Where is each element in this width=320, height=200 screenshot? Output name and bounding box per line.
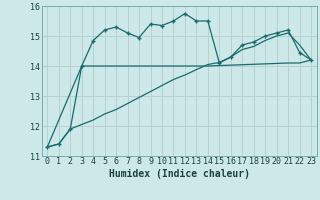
X-axis label: Humidex (Indice chaleur): Humidex (Indice chaleur) <box>109 169 250 179</box>
